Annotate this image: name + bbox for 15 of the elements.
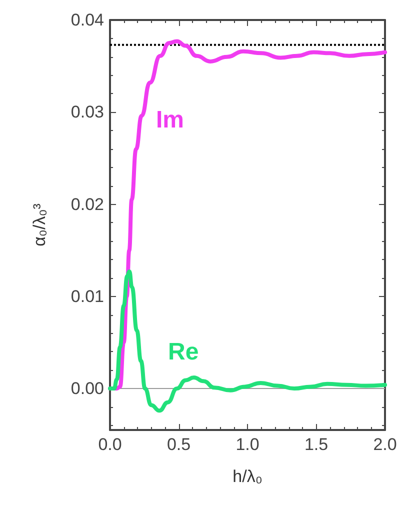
x-tick-label: 0.5 xyxy=(166,435,191,454)
x-tick-label: 1.0 xyxy=(236,435,260,454)
x-tick-label: 1.5 xyxy=(304,435,328,454)
series-label: Im xyxy=(156,106,184,134)
line-series xyxy=(108,270,387,413)
y-axis-title: α₀/λ₀³ xyxy=(30,203,49,246)
y-tick-label: 0.04 xyxy=(70,10,104,30)
y-tick-label: 0.02 xyxy=(70,194,104,214)
y-tick-label: 0.01 xyxy=(70,286,104,306)
x-tick-label: 2.0 xyxy=(373,435,397,454)
x-axis-title: h/λ₀ xyxy=(232,467,262,486)
x-tick-label: 0.0 xyxy=(98,435,122,454)
series-label: Re xyxy=(168,338,199,366)
y-tick-label: 0.03 xyxy=(70,102,104,122)
y-tick-label: 0.00 xyxy=(70,379,104,398)
